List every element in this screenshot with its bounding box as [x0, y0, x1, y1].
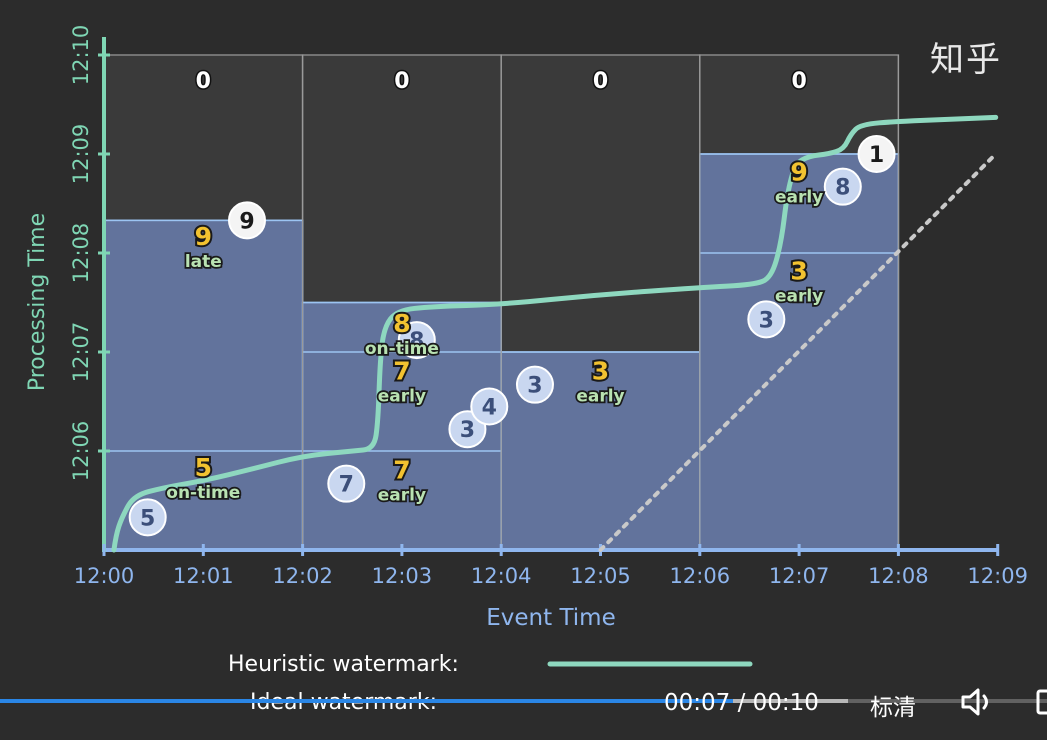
fullscreen-icon[interactable]	[1036, 688, 1047, 716]
y-axis-title: Processing Time	[25, 213, 50, 391]
pane-result-value: 5	[195, 453, 212, 482]
pane-result-value: 9	[790, 158, 807, 187]
event-circle	[327, 464, 366, 503]
y-tick-label: 12:10	[69, 25, 93, 86]
player-controls: 00:07 / 00:10 标清	[0, 680, 1047, 740]
empty-pane-result: 0	[196, 69, 211, 94]
event-circle	[470, 387, 509, 426]
event-circle	[128, 498, 167, 537]
progress-bar[interactable]	[0, 699, 1047, 703]
pane-result-value: 8	[393, 309, 410, 338]
x-tick-label: 12:03	[372, 564, 433, 588]
pane-result-label: early	[378, 387, 426, 407]
y-tick-label: 12:06	[69, 421, 93, 482]
event-value: 8	[835, 176, 850, 201]
empty-pane-result: 0	[394, 69, 409, 94]
event-circle	[857, 135, 896, 173]
event-value: 3	[527, 374, 542, 399]
time-display: 00:07 / 00:10	[664, 690, 819, 716]
empty-pane-result: 0	[791, 69, 806, 94]
event-circle	[227, 201, 266, 240]
pane-result-label: early	[775, 188, 823, 208]
watermark-diagram: 12:00 12:01 12:02 12:03 12:04 12:05 12:06 12:07…	[25, 25, 1028, 667]
pane-result-value: 7	[393, 357, 410, 386]
volume-icon[interactable]	[960, 686, 998, 718]
event-value: 5	[140, 506, 155, 531]
pane-result-value: 7	[393, 456, 410, 485]
x-tick-label: 12:09	[967, 564, 1028, 588]
event-value: 9	[239, 209, 254, 234]
zhihu-watermark: 知乎	[930, 40, 1002, 80]
pane-result-label: late	[185, 252, 222, 272]
progress-played	[0, 699, 733, 703]
event-circle	[747, 300, 786, 339]
event-value: 3	[460, 418, 475, 443]
x-axis-title: Event Time	[486, 605, 616, 631]
pane-result-label: on-time	[365, 339, 439, 359]
pane-result-value: 3	[790, 257, 807, 286]
x-tick-label: 12:00	[74, 564, 135, 588]
y-tick-label: 12:09	[69, 124, 93, 185]
x-tick-label: 12:02	[272, 564, 333, 588]
event-circle	[515, 365, 554, 404]
event-value: 4	[482, 395, 497, 420]
x-tick-label: 12:08	[868, 564, 929, 588]
y-tick-label: 12:07	[69, 322, 93, 383]
pane-result-label: early	[378, 486, 426, 506]
x-tick-label: 12:06	[670, 564, 731, 588]
quality-button[interactable]: 标清	[870, 695, 916, 721]
x-tick-label: 12:04	[471, 564, 532, 588]
heuristic-watermark-line	[111, 114, 999, 553]
pane-result-label: early	[576, 387, 624, 407]
empty-pane-result: 0	[593, 69, 608, 94]
event-circle	[823, 167, 862, 206]
event-value: 1	[869, 143, 884, 168]
x-tick-label: 12:07	[769, 564, 830, 588]
y-tick-label: 12:08	[69, 223, 93, 284]
ideal-watermark-line	[598, 152, 998, 552]
x-tick-label: 12:01	[173, 564, 234, 588]
pane-result-label: on-time	[166, 483, 240, 503]
event-value: 7	[339, 473, 354, 498]
pane-result-label: early	[775, 287, 823, 307]
event-circle	[397, 321, 436, 360]
pane-result-value: 9	[195, 222, 212, 251]
legend-heuristic-label: Heuristic watermark:	[228, 652, 459, 677]
event-value: 3	[759, 308, 774, 333]
x-tick-label: 12:05	[570, 564, 631, 588]
event-value: 8	[409, 329, 424, 354]
pane-result-value: 3	[592, 357, 609, 386]
